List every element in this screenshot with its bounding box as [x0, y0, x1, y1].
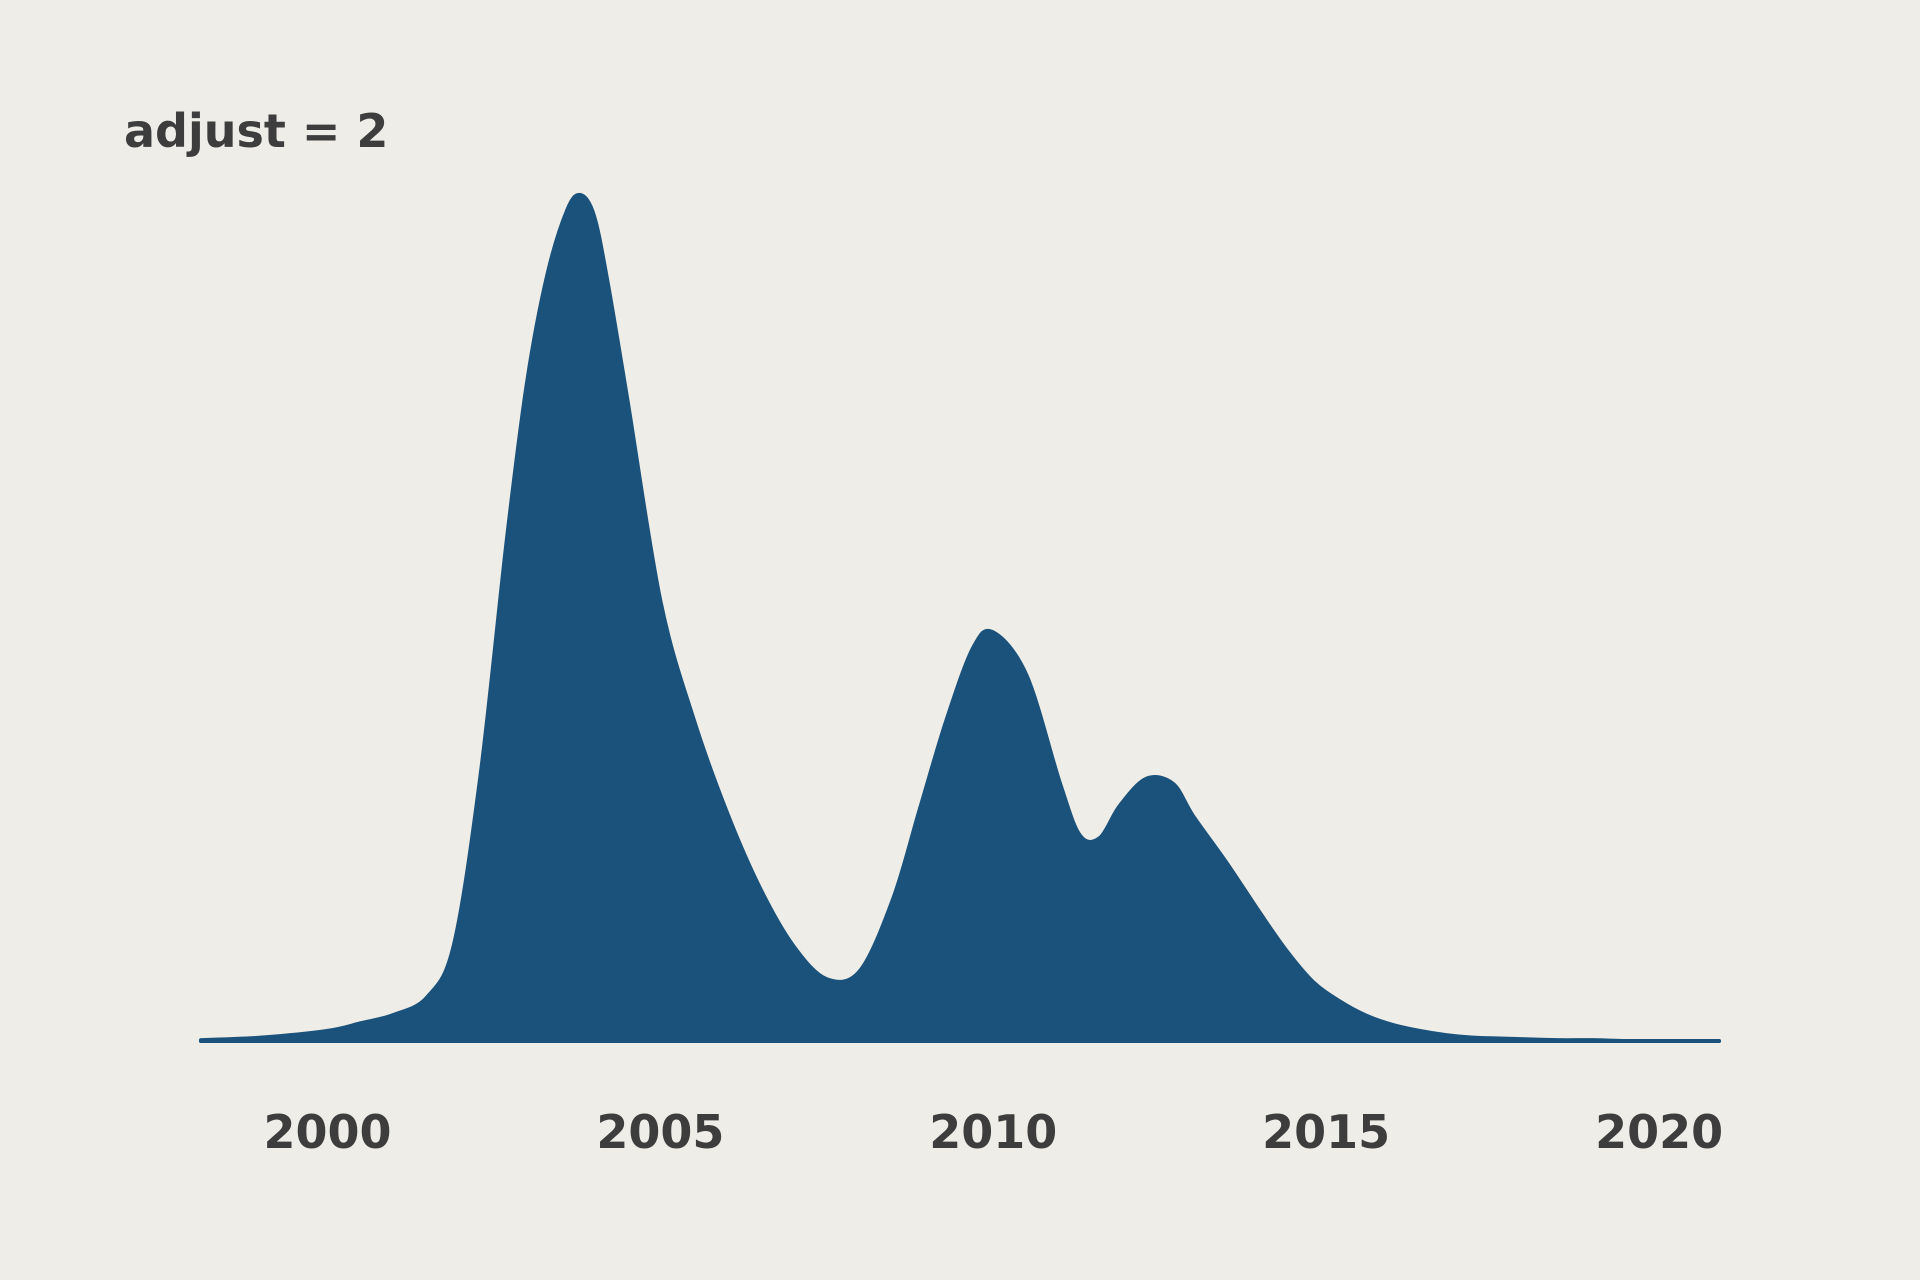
chart-title: adjust = 2 [124, 104, 388, 158]
x-axis-ticks: 2000 2005 2010 2015 2020 [263, 1105, 1723, 1159]
x-tick-label: 2010 [929, 1105, 1057, 1159]
x-tick-label: 2005 [596, 1105, 724, 1159]
x-tick-label: 2015 [1262, 1105, 1390, 1159]
x-tick-label: 2000 [263, 1105, 391, 1159]
density-area [199, 192, 1721, 1043]
x-tick-label: 2020 [1595, 1105, 1723, 1159]
